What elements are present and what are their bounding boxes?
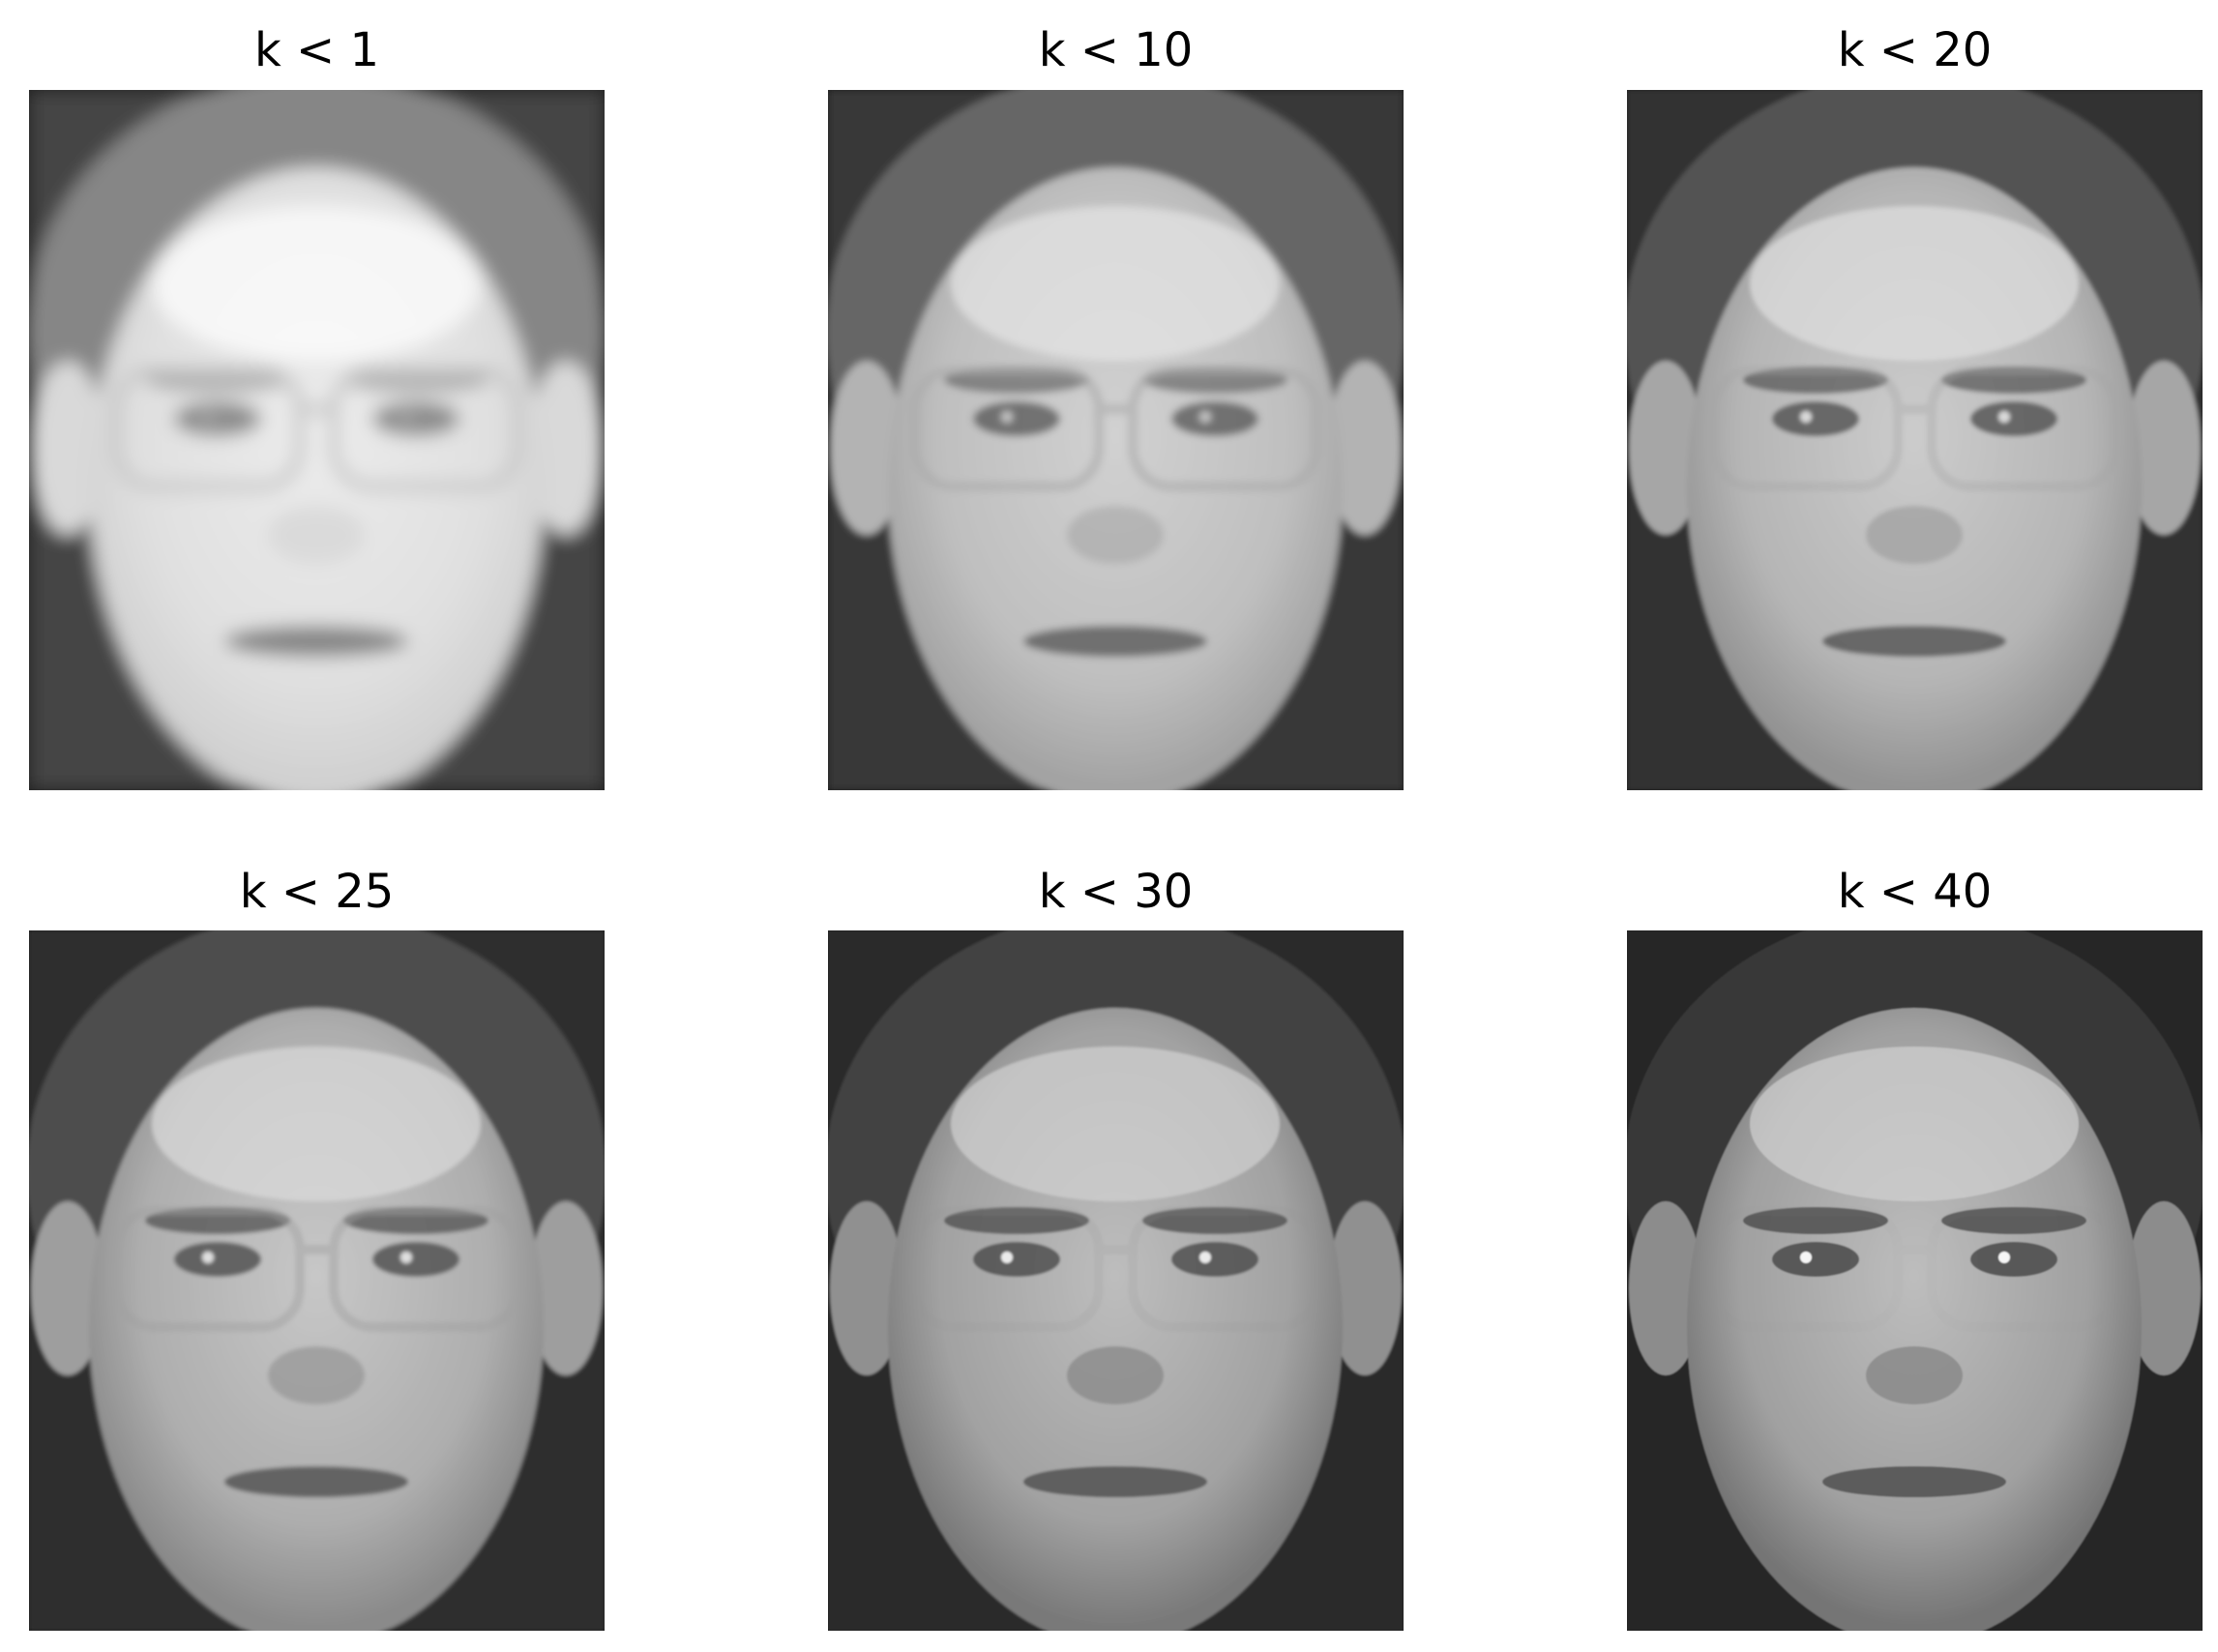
face-reconstruction (1627, 90, 2203, 790)
face-image (1627, 90, 2203, 790)
panel-title: k < 1 (253, 23, 380, 77)
panel-title: k < 10 (1038, 23, 1194, 77)
face-reconstruction (828, 930, 1404, 1631)
face-reconstruction (29, 930, 605, 1631)
face-reconstruction (1627, 930, 2203, 1631)
panel-title: k < 40 (1837, 865, 1993, 919)
panel-title: k < 25 (239, 865, 395, 919)
panel-title: k < 30 (1038, 865, 1194, 919)
face-image (29, 90, 605, 790)
face-reconstruction (828, 90, 1404, 790)
face-image (1627, 930, 2203, 1631)
face-image (29, 930, 605, 1631)
face-reconstruction (29, 90, 605, 790)
panel-title: k < 20 (1837, 23, 1993, 77)
face-image (828, 90, 1404, 790)
face-image (828, 930, 1404, 1631)
